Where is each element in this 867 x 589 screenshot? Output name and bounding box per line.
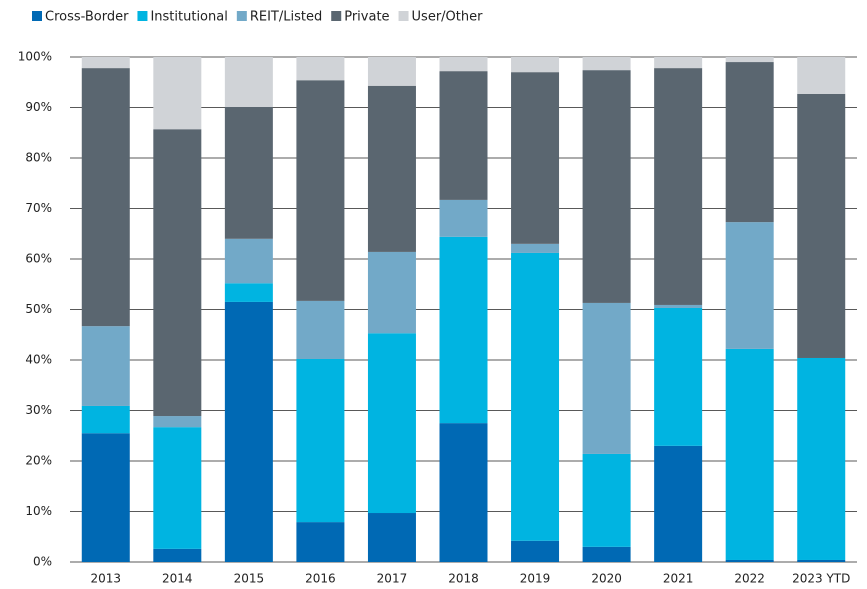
bar-segment — [797, 357, 846, 560]
bar-segment — [296, 358, 345, 523]
x-tick-label: 2013 — [90, 572, 121, 586]
bar-segment — [439, 236, 488, 424]
bar-segment — [797, 559, 846, 562]
legend-label: Private — [344, 10, 389, 25]
legend-swatch — [137, 11, 148, 21]
bar-segment — [439, 423, 488, 562]
bar-segment — [367, 513, 416, 562]
bar-segment — [511, 57, 560, 73]
x-tick-label: 2023 YTD — [792, 572, 850, 586]
bar-segment — [725, 62, 774, 223]
bar-segment — [81, 57, 130, 69]
bar-segment — [224, 238, 273, 284]
x-tick-label: 2019 — [520, 572, 551, 586]
y-tick-label: 90% — [25, 100, 52, 114]
y-tick-label: 0% — [33, 555, 52, 569]
bar-segment — [582, 453, 631, 547]
bar-segment — [224, 301, 273, 562]
legend-label: REIT/Listed — [250, 10, 322, 25]
bar-segment — [296, 80, 345, 301]
bar-segment — [224, 57, 273, 107]
legend-label: Cross-Border — [45, 10, 129, 25]
bar-segment — [582, 70, 631, 303]
x-tick-label: 2022 — [734, 572, 765, 586]
bar-segment — [582, 302, 631, 454]
x-tick-label: 2014 — [162, 572, 193, 586]
bar-segment — [439, 71, 488, 200]
y-tick-label: 60% — [25, 252, 52, 266]
bar-segment — [367, 85, 416, 252]
y-tick-label: 50% — [25, 302, 52, 316]
bar-segment — [296, 522, 345, 562]
bar-segment — [81, 433, 130, 562]
legend: Cross-Border Institutional REIT/Listed Priv… — [32, 10, 483, 25]
bar-segment — [224, 283, 273, 302]
y-tick-label: 10% — [25, 504, 52, 518]
bar-segment — [725, 559, 774, 562]
bar-segment — [439, 57, 488, 72]
bar-segment — [81, 405, 130, 434]
x-tick-label: 2021 — [663, 572, 694, 586]
bar-segment — [367, 57, 416, 86]
legend-swatch — [331, 11, 342, 21]
bar-segment — [725, 57, 774, 63]
bar-segment — [654, 68, 703, 305]
bar-segment — [654, 307, 703, 446]
legend-label: Institutional — [150, 10, 227, 25]
bar-segment — [654, 445, 703, 562]
y-tick-label: 80% — [25, 151, 52, 165]
legend-label: User/Other — [412, 10, 484, 25]
bar-segment — [296, 57, 345, 81]
bar-segment — [296, 300, 345, 359]
bar-segment — [153, 416, 202, 428]
y-tick-label: 30% — [25, 403, 52, 417]
legend-swatch — [398, 11, 409, 21]
x-tick-label: 2016 — [305, 572, 336, 586]
bar-segment — [81, 326, 130, 406]
x-tick-label: 2015 — [234, 572, 265, 586]
bar-segment — [367, 251, 416, 334]
bar-segment — [511, 252, 560, 541]
bar-segment — [153, 548, 202, 562]
bar-segment — [582, 57, 631, 71]
y-tick-label: 100% — [18, 50, 52, 64]
bar-segment — [439, 199, 488, 237]
x-tick-label: 2020 — [591, 572, 622, 586]
x-tick-label: 2018 — [448, 572, 479, 586]
bar-segment — [797, 57, 846, 94]
bar-segment — [797, 93, 846, 358]
bar-segment — [654, 304, 703, 308]
bar-segment — [511, 540, 560, 562]
bar-segment — [582, 546, 631, 562]
bar-segment — [654, 57, 703, 69]
bar-segment — [81, 68, 130, 327]
bar-segment — [367, 333, 416, 514]
bar-segment — [224, 106, 273, 239]
y-tick-label: 20% — [25, 454, 52, 468]
bar-segment — [153, 129, 202, 417]
bar-segment — [725, 348, 774, 560]
y-tick-label: 40% — [25, 353, 52, 367]
bar-segment — [511, 243, 560, 253]
x-tick-label: 2017 — [377, 572, 408, 586]
bar-segment — [153, 427, 202, 549]
bar-segment — [153, 57, 202, 130]
legend-swatch — [32, 11, 42, 21]
y-tick-label: 70% — [25, 201, 52, 215]
bar-segment — [511, 72, 560, 244]
legend-swatch — [236, 11, 247, 21]
bar-segment — [725, 222, 774, 349]
